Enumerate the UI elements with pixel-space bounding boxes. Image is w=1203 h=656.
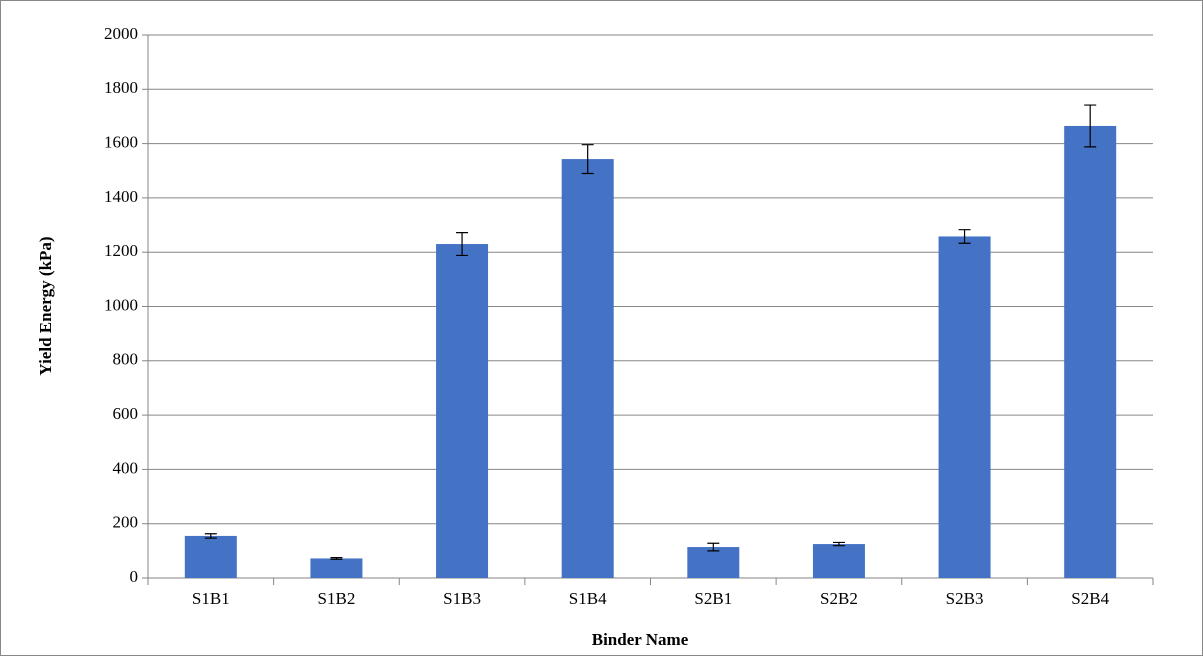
y-tick-label: 0 (130, 567, 139, 586)
error-bar (204, 533, 217, 539)
y-axis-title: Yield Energy (kPa) (36, 236, 55, 375)
y-tick-label: 200 (113, 513, 139, 532)
error-bar (330, 557, 343, 560)
bar (561, 159, 614, 578)
y-tick-label: 400 (113, 458, 139, 477)
x-tick-label: S2B3 (946, 589, 984, 608)
bar (687, 547, 740, 578)
bar (812, 544, 865, 578)
y-tick-label: 600 (113, 404, 139, 423)
error-bar (1084, 104, 1097, 148)
error-bar (707, 542, 720, 552)
x-tick-label: S1B1 (192, 589, 230, 608)
y-tick-label: 1000 (104, 295, 138, 314)
x-tick-label: S2B2 (820, 589, 858, 608)
error-bar (832, 541, 845, 547)
y-tick-label: 1200 (104, 241, 138, 260)
bar (1064, 125, 1117, 578)
error-bar (581, 144, 594, 175)
x-tick-label: S2B1 (694, 589, 732, 608)
y-tick-label: 800 (113, 350, 139, 369)
x-tick-label: S2B4 (1071, 589, 1109, 608)
bar (184, 535, 237, 578)
bar (436, 244, 489, 578)
y-tick-label: 1800 (104, 78, 138, 97)
x-axis-title: Binder Name (592, 630, 689, 649)
bar (938, 236, 991, 578)
x-tick-label: S1B2 (318, 589, 356, 608)
y-tick-label: 1400 (104, 187, 138, 206)
x-tick-label: S1B4 (569, 589, 607, 608)
y-tick-label: 2000 (104, 24, 138, 43)
error-bar (456, 232, 469, 257)
y-tick-label: 1600 (104, 133, 138, 152)
x-tick-label: S1B3 (443, 589, 481, 608)
error-bar (958, 229, 971, 244)
bar (310, 558, 363, 578)
